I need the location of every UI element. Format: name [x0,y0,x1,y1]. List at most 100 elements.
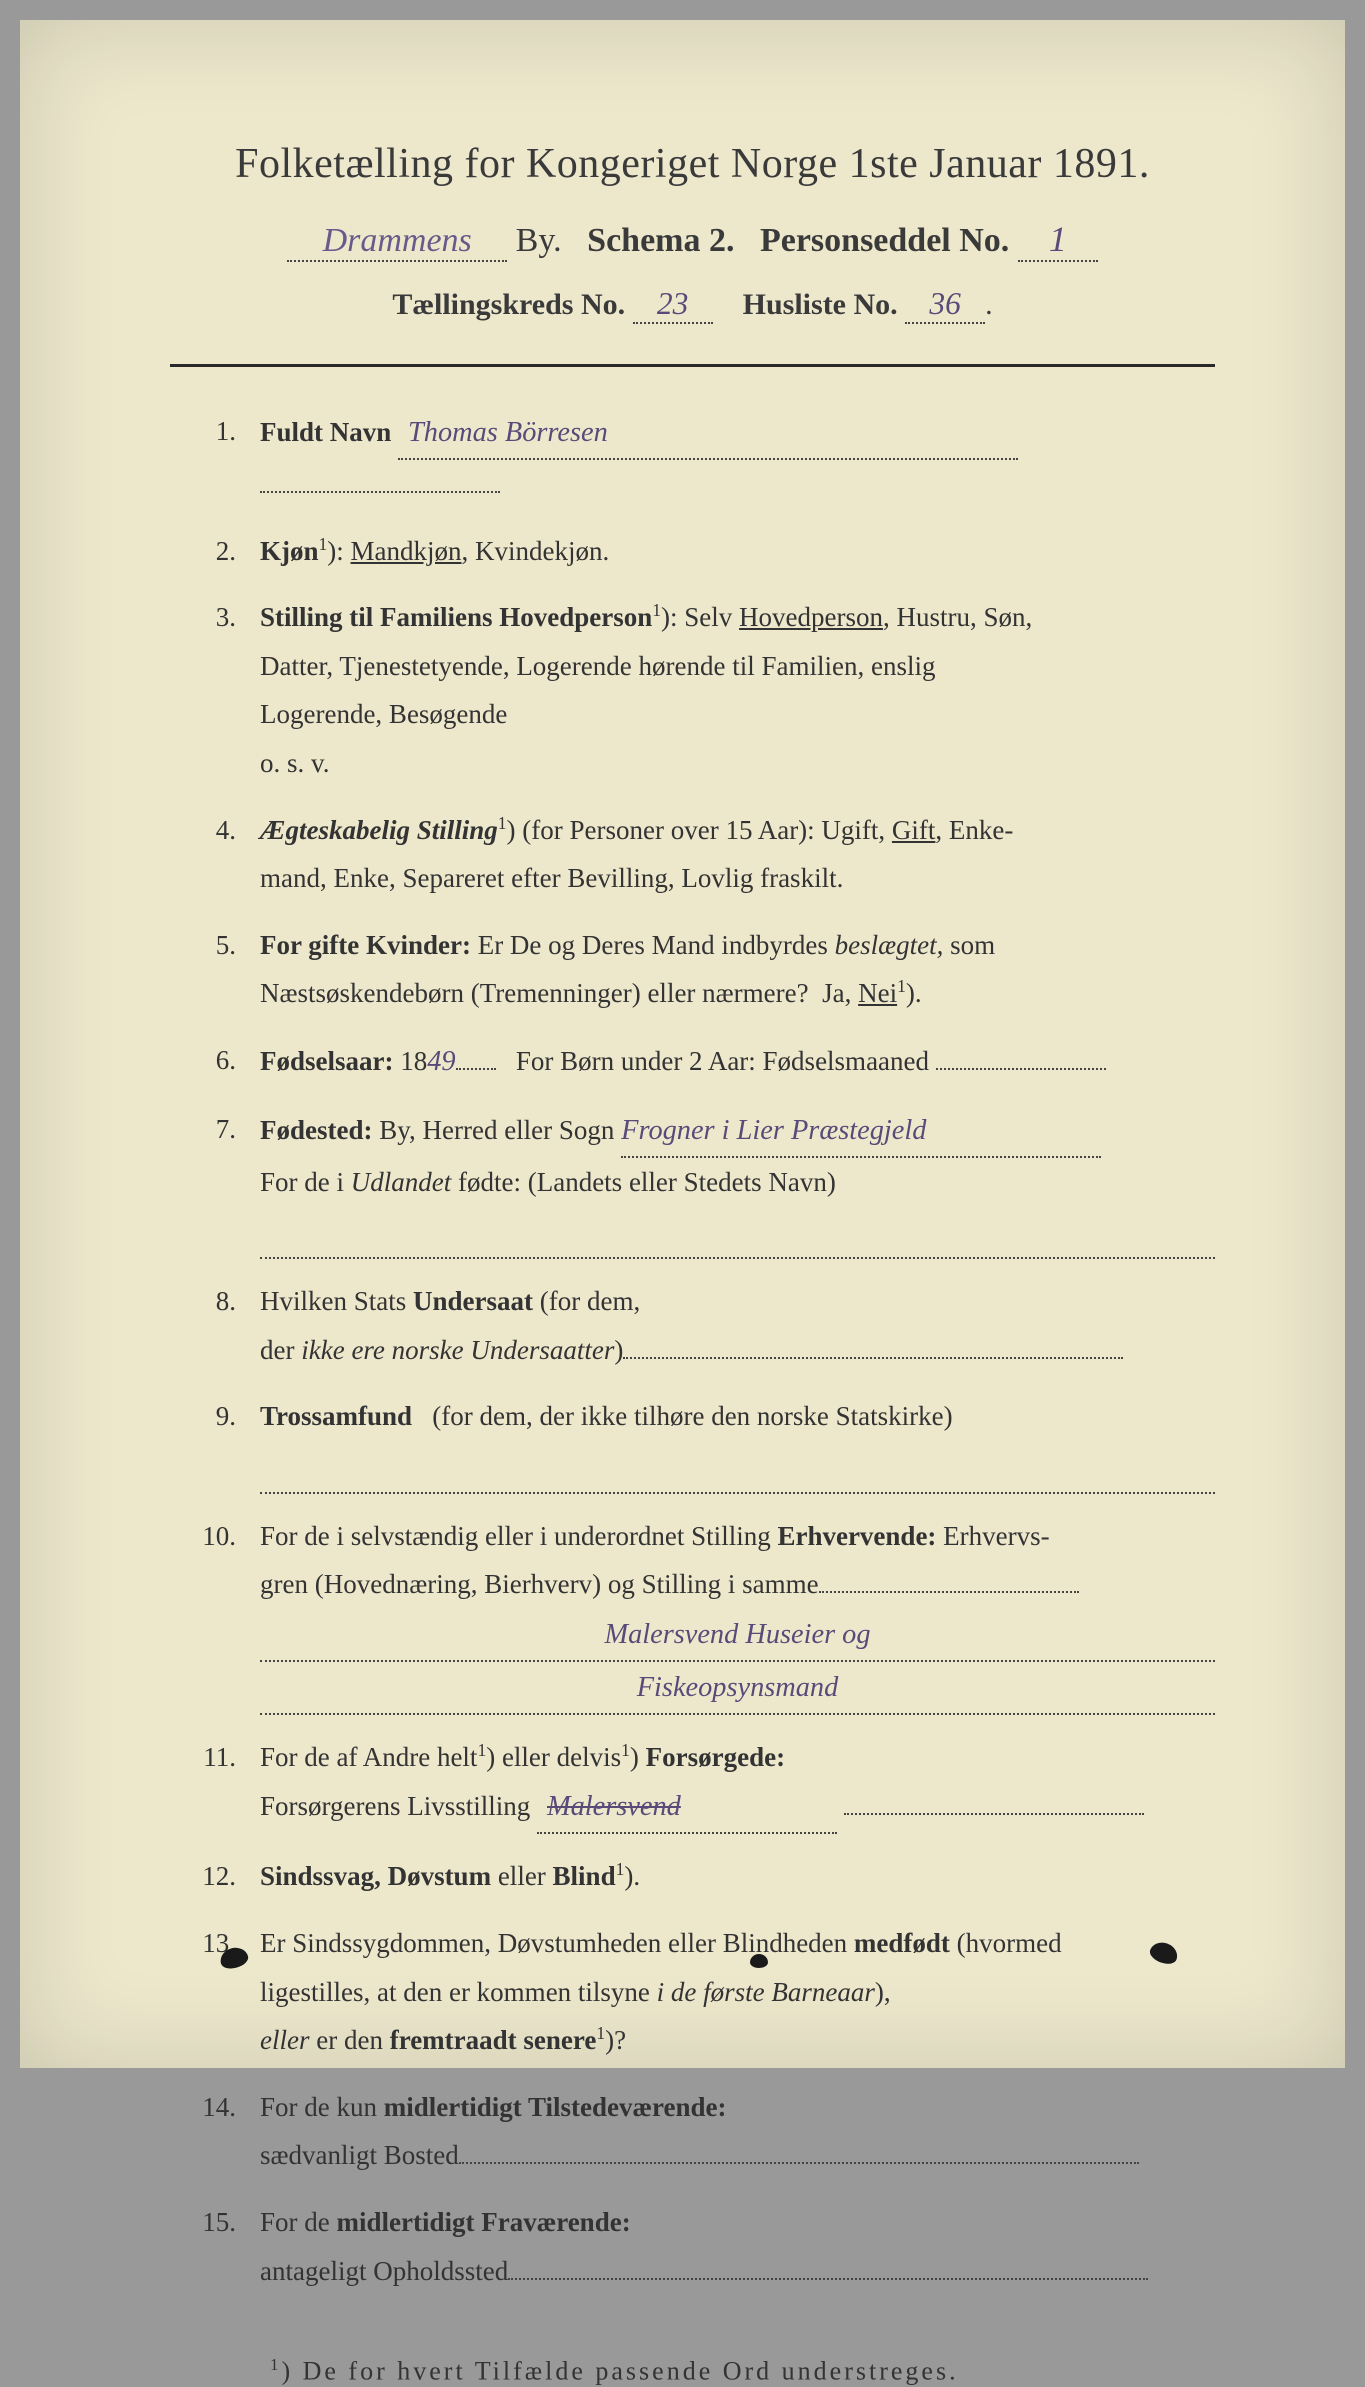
item-content: Fuldt Navn Thomas Börresen [260,407,1215,509]
item-content: Stilling til Familiens Hovedperson1): Se… [260,593,1215,787]
sup2: 1 [621,1740,630,1760]
item-content: Fødested: By, Herred eller Sogn Frogner … [260,1105,1215,1259]
sup: 1 [498,813,507,833]
main-title: Folketælling for Kongeriget Norge 1ste J… [170,140,1215,188]
name-field-extra [260,491,500,493]
item-num: 12. [190,1852,260,1901]
form-header: Folketælling for Kongeriget Norge 1ste J… [170,140,1215,324]
gift: Gift [892,815,936,845]
item-content: Kjøn1): Mandkjøn, Kvindekjøn. [260,527,1215,576]
item-3: 3. Stilling til Familiens Hovedperson1):… [190,593,1215,787]
blank-line [260,1211,1215,1260]
person-label: Personseddel No. [760,222,1009,259]
item-10: 10. For de i selvstændig eller i underor… [190,1512,1215,1715]
line2: Datter, Tjenestetyende, Logerende hørend… [260,651,935,681]
occupation-1: Malersvend Huseier og [260,1609,1215,1662]
item-num: 2. [190,527,260,576]
beslagtet: beslægtet, [835,930,944,960]
separator-rule [170,364,1215,367]
blank [459,2162,1139,2164]
hovedperson: Hovedperson [739,602,883,632]
item-num: 15. [190,2198,260,2295]
item-12: 12. Sindssvag, Døvstum eller Blind1). [190,1852,1215,1901]
line2: Forsørgerens Livsstilling [260,1791,530,1821]
item-5: 5. For gifte Kvinder: Er De og Deres Man… [190,921,1215,1018]
line4: o. s. v. [260,748,330,778]
midlertidig-fra: midlertidigt Fraværende: [337,2207,631,2237]
item-content: Er Sindssygdommen, Døvstumheden eller Bl… [260,1919,1215,2065]
nei: Nei [858,978,897,1008]
item-11: 11. For de af Andre helt1) eller delvis1… [190,1733,1215,1835]
text2: For Børn under 2 Aar: Fødselsmaaned [516,1046,929,1076]
kreds-no-field: 23 [633,286,713,324]
item-content: For gifte Kvinder: Er De og Deres Mand i… [260,921,1215,1018]
birthplace-field: Frogner i Lier Præstegjeld [621,1105,1101,1158]
sup: 1 [652,600,661,620]
census-form-page: Folketælling for Kongeriget Norge 1ste J… [20,20,1345,2068]
label: Trossamfund [260,1401,412,1431]
forste-barneaar: i de første Barneaar [657,1977,875,2007]
mid: eller [498,1861,546,1891]
eller: eller [260,2025,309,2055]
line2: sædvanligt Bosted [260,2140,459,2170]
sup1: 1 [477,1740,486,1760]
forsorgede: Forsørgede: [646,1742,785,1772]
city-field: Drammens [287,222,507,262]
end: ). [906,978,922,1008]
item-4: 4. Ægteskabelig Stilling1) (for Personer… [190,806,1215,903]
item-content: Sindssvag, Døvstum eller Blind1). [260,1852,1215,1901]
sup: 1 [596,2023,605,2043]
item-15: 15. For de midlertidigt Fraværende: anta… [190,2198,1215,2295]
item-content: Hvilken Stats Undersaat (for dem, der ik… [260,1277,1215,1374]
item-num: 5. [190,921,260,1018]
header-line-3: Tællingskreds No. 23 Husliste No. 36. [170,286,1215,324]
midlertidig-til: midlertidigt Tilstedeværende: [384,2092,727,2122]
label: Fuldt Navn [260,417,391,447]
name-field: Thomas Börresen [398,407,1018,460]
blank [819,1591,1079,1593]
blank-line [260,1445,1215,1494]
line2: mand, Enke, Separeret efter Bevilling, L… [260,863,843,893]
label: Kjøn [260,536,319,566]
occupation-2: Fiskeopsynsmand [260,1662,1215,1715]
header-line-2: Drammens By. Schema 2. Personseddel No. … [170,218,1215,262]
end: ). [624,1861,640,1891]
item-num: 13. [190,1919,260,2065]
text: (for dem, der ikke tilhøre den norske St… [432,1401,952,1431]
inkblot-icon [750,1954,768,1968]
label: Ægteskabelig Stilling [260,815,498,845]
sup: 1 [319,534,328,554]
footnote-text: ) De for hvert Tilfælde passende Ord und… [281,2357,958,2386]
item-num: 7. [190,1105,260,1259]
item-14: 14. For de kun midlertidigt Tilstedevære… [190,2083,1215,2180]
blank [508,2278,1148,2280]
erhvervende: Erhvervende: [777,1521,936,1551]
line3: Logerende, Besøgende [260,699,507,729]
item-content: Trossamfund (for dem, der ikke tilhøre d… [260,1392,1215,1493]
item-content: For de kun midlertidigt Tilstedeværende:… [260,2083,1215,2180]
ikke-norske: ikke ere norske Undersaatter [301,1335,614,1365]
husliste-no-field: 36 [905,286,985,324]
item-13: 13. Er Sindssygdommen, Døvstumheden elle… [190,1919,1215,2065]
line2: antageligt Opholdssted [260,2256,508,2286]
item-2: 2. Kjøn1): Mandkjøn, Kvindekjøn. [190,527,1215,576]
item-content: Ægteskabelig Stilling1) (for Personer ov… [260,806,1215,903]
udlandet: Udlandet [351,1167,452,1197]
footnote-sup: 1 [270,2355,281,2374]
by-label: By. [516,222,562,259]
label: Fødested: [260,1115,372,1145]
item-6: 6. Fødselsaar: 1849 For Børn under 2 Aar… [190,1036,1215,1087]
person-no-field: 1 [1018,218,1098,262]
label: Stilling til Familiens Hovedperson [260,602,652,632]
medfodt: medfødt [854,1928,950,1958]
item-content: For de af Andre helt1) eller delvis1) Fo… [260,1733,1215,1835]
item-num: 8. [190,1277,260,1374]
item-1: 1. Fuldt Navn Thomas Börresen [190,407,1215,509]
item-content: For de i selvstændig eller i underordnet… [260,1512,1215,1715]
label: Fødselsaar: [260,1046,393,1076]
item-num: 14. [190,2083,260,2180]
undersaat: Undersaat [413,1286,533,1316]
item-9: 9. Trossamfund (for dem, der ikke tilhør… [190,1392,1215,1493]
item-num: 11. [190,1733,260,1835]
item-num: 9. [190,1392,260,1493]
